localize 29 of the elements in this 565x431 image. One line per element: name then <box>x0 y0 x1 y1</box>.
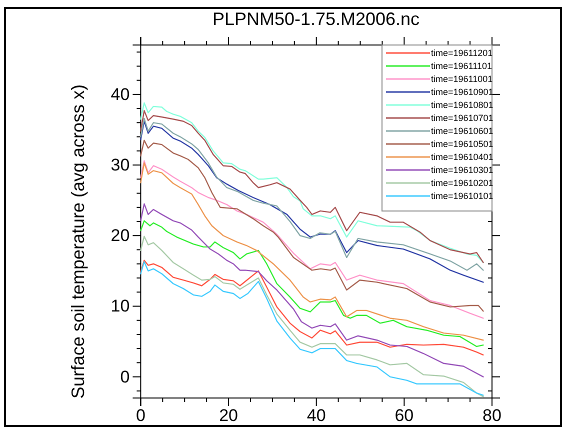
legend-label: time=19610101 <box>431 191 494 201</box>
legend-label: time=19610801 <box>431 100 494 110</box>
x-tick-label: 80 <box>482 406 502 426</box>
x-tick-label: 60 <box>394 406 414 426</box>
legend-label: time=19610501 <box>431 139 494 149</box>
legend-label: time=19610901 <box>431 87 494 97</box>
legend-label: time=19610201 <box>431 178 494 188</box>
legend-label: time=19611101 <box>431 61 492 71</box>
line-series <box>140 261 484 396</box>
y-axis-title: Surface soil temperature (avg across x) <box>68 84 88 399</box>
y-tick-label: 20 <box>110 226 130 246</box>
y-tick-label: 30 <box>110 155 130 174</box>
line-series <box>140 220 484 348</box>
line-series <box>140 260 484 356</box>
y-tick-label: 0 <box>120 367 130 386</box>
chart-title: PLPNM50-1.75.M2006.nc <box>212 9 420 29</box>
line-series <box>140 203 484 378</box>
legend-label: time=19611201 <box>431 48 493 58</box>
y-tick-label: 10 <box>110 296 130 316</box>
x-tick-label: 0 <box>136 406 146 426</box>
x-tick-label: 40 <box>306 406 326 426</box>
legend-label: time=19610301 <box>431 165 494 175</box>
line-series <box>140 236 484 398</box>
legend-label: time=19610401 <box>431 152 494 162</box>
y-tick-label: 40 <box>110 84 130 104</box>
legend-label: time=19611001 <box>431 74 493 84</box>
legend-label: time=19610601 <box>431 126 494 136</box>
legend-label: time=19610701 <box>431 113 494 123</box>
x-tick-label: 20 <box>219 406 238 426</box>
